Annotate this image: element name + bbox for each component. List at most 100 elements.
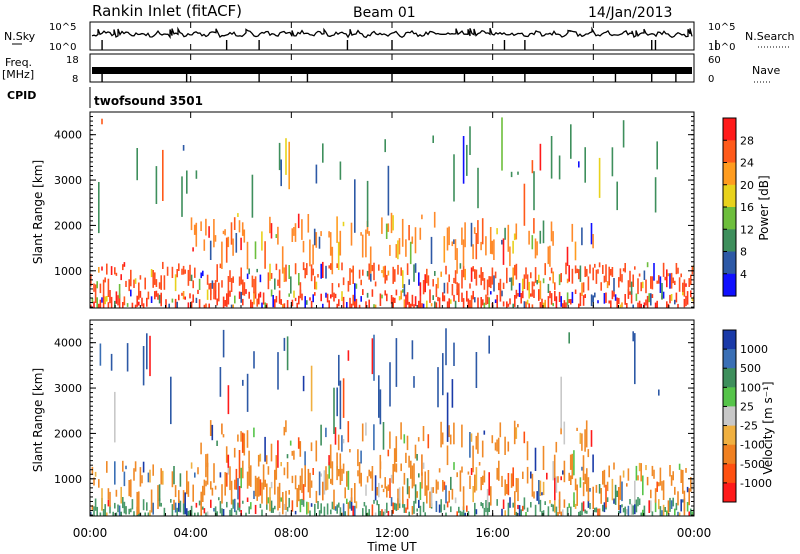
data-cell [498,282,500,291]
data-cell [579,477,582,488]
data-cell [382,488,385,493]
data-cell [666,269,668,288]
data-cell [416,491,418,498]
data-cell [496,439,498,452]
data-cell [614,484,617,505]
data-cell [253,427,255,438]
data-cell [560,273,562,283]
data-cell [96,281,98,289]
data-cell [533,218,535,234]
data-cell [442,480,444,492]
data-cell [147,291,150,300]
data-cell [456,282,458,293]
data-cell [443,504,446,511]
data-cell [475,352,478,388]
data-cell [456,511,458,516]
data-cell [568,265,570,282]
data-cell [563,499,566,508]
data-cell [160,275,162,290]
data-cell [400,463,402,472]
colorbar-segment [723,273,736,297]
data-cell [371,504,374,516]
data-cell [134,278,137,284]
data-cell [491,240,494,255]
data-cell [242,460,244,479]
data-cell [270,481,273,489]
data-cell [666,510,668,516]
data-cell [450,299,452,304]
data-cell [315,490,318,503]
data-cell [504,510,506,516]
data-cell [285,138,287,175]
data-cell [645,299,647,306]
data-cell [638,462,641,472]
data-cell [149,335,151,377]
data-cell [680,499,682,512]
data-cell [475,435,478,450]
data-cell [496,294,498,308]
data-cell [254,475,257,497]
data-cell [240,467,242,489]
data-cell [571,223,574,242]
data-cell [106,263,108,275]
data-cell [603,275,606,283]
data-cell [686,291,689,305]
data-cell [450,506,452,513]
data-cell [290,276,292,294]
data-cell [619,475,622,500]
data-cell [238,276,241,286]
data-cell [424,512,426,516]
power-colorbar-label: Power [dB] [757,175,771,240]
data-cell [141,475,143,484]
data-cell [229,509,231,516]
data-cell [600,488,602,504]
data-cell [274,505,276,510]
data-cell [672,471,674,481]
data-cell [192,280,194,289]
data-cell [341,291,343,302]
data-cell [309,297,311,301]
data-cell [259,479,262,496]
data-cell [381,484,383,488]
data-cell [638,498,641,505]
data-cell [634,333,636,385]
data-cell [200,491,202,508]
data-cell [472,244,474,260]
data-cell [554,500,556,513]
data-cell [613,462,615,470]
data-cell [307,468,310,493]
data-cell [138,301,140,306]
data-cell [448,226,450,246]
data-cell [93,283,95,292]
data-cell [395,338,398,387]
colorbar-segment [723,463,736,484]
data-cell [123,296,126,306]
data-cell [467,298,470,308]
data-cell [688,488,690,506]
data-cell [683,298,686,308]
data-cell [426,268,428,284]
data-cell [645,279,647,294]
data-cell [621,481,623,502]
data-cell [394,297,396,303]
data-cell [342,277,345,286]
data-cell [160,468,162,485]
data-cell [477,297,479,308]
data-cell [358,304,361,308]
data-cell [497,437,500,454]
data-cell [275,234,278,238]
data-cell [214,506,217,516]
data-cell [206,462,209,485]
data-cell [403,472,406,485]
data-cell [269,263,271,281]
data-cell [206,274,209,285]
data-cell [94,284,97,303]
data-cell [594,507,596,513]
data-cell [552,504,554,512]
data-cell [360,296,362,302]
data-cell [277,486,279,511]
data-cell [262,292,265,305]
data-cell [562,303,564,308]
data-cell [453,462,455,470]
